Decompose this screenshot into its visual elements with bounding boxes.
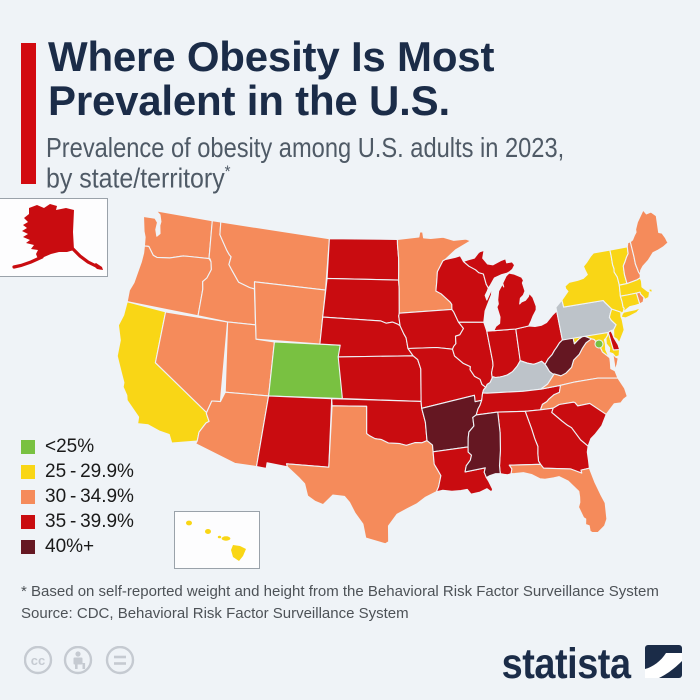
- svg-text:cc: cc: [31, 653, 45, 668]
